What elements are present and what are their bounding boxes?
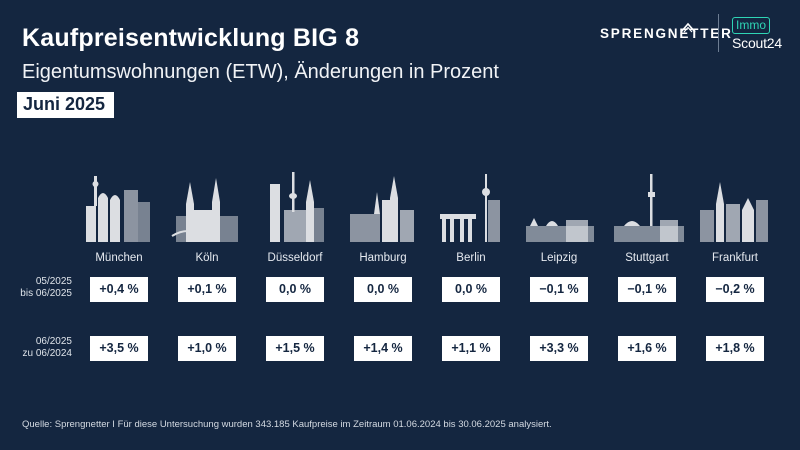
frankfurt-skyline-icon	[700, 182, 768, 242]
sprengnetter-mark-icon	[680, 22, 696, 33]
value-monthly-muenchen: +0,4 %	[90, 277, 148, 302]
immoscout24-logo: Immo Scout24	[732, 16, 782, 51]
value-yearly-frankfurt: +1,8 %	[706, 336, 764, 361]
date-badge: Juni 2025	[17, 92, 115, 118]
row-label-monthly-line1: 05/2025	[35, 276, 72, 287]
source-footnote: Quelle: Sprengnetter I Für diese Untersu…	[22, 419, 552, 430]
value-monthly-leipzig: −0,1 %	[530, 277, 588, 302]
berlin-skyline-icon	[440, 174, 500, 242]
city-label-stuttgart: Stuttgart	[625, 252, 669, 264]
value-monthly-hamburg: 0,0 %	[354, 277, 412, 302]
value-yearly-berlin: +1,1 %	[442, 336, 500, 361]
munich-skyline-icon	[86, 176, 150, 242]
value-monthly-duesseldorf: 0,0 %	[266, 277, 324, 302]
value-monthly-berlin: 0,0 %	[442, 277, 500, 302]
value-yearly-leipzig: +3,3 %	[530, 336, 588, 361]
value-monthly-stuttgart: −0,1 %	[618, 277, 676, 302]
city-label-hamburg: Hamburg	[359, 252, 407, 264]
leipzig-skyline-icon	[526, 218, 594, 242]
sprengnetter-logo: SPRENGNETTER	[600, 26, 733, 41]
row-label-monthly: 05/2025 bis 06/2025	[14, 276, 72, 300]
city-label-koeln: Köln	[195, 252, 219, 264]
logo-divider	[718, 14, 719, 52]
hamburg-skyline-icon	[350, 176, 414, 242]
value-yearly-muenchen: +3,5 %	[90, 336, 148, 361]
value-monthly-frankfurt: −0,2 %	[706, 277, 764, 302]
city-label-frankfurt: Frankfurt	[711, 252, 758, 264]
value-yearly-stuttgart: +1,6 %	[618, 336, 676, 361]
city-label-berlin: Berlin	[456, 252, 486, 264]
row-label-yearly-line2: zu 06/2024	[22, 348, 73, 359]
value-yearly-duesseldorf: +1,5 %	[266, 336, 324, 361]
page-subtitle: Eigentumswohnungen (ETW), Änderungen in …	[22, 61, 499, 83]
city-label-leipzig: Leipzig	[540, 252, 578, 264]
value-monthly-koeln: +0,1 %	[178, 277, 236, 302]
stuttgart-skyline-icon	[614, 174, 684, 242]
value-yearly-koeln: +1,0 %	[178, 336, 236, 361]
row-label-yearly-line1: 06/2025	[35, 336, 72, 347]
immoscout-badge: Immo	[732, 17, 770, 34]
sprengnetter-wordmark: SPRENGNETTER	[600, 26, 733, 41]
city-label-duesseldorf: Düsseldorf	[267, 252, 323, 264]
city-label-muenchen: München	[95, 252, 143, 264]
row-label-yearly: 06/2025 zu 06/2024	[14, 336, 73, 360]
dusseldorf-skyline-icon	[270, 172, 324, 242]
cologne-skyline-icon	[171, 178, 238, 242]
immoscout-wordmark: Scout24	[732, 35, 782, 51]
row-label-monthly-line2: bis 06/2025	[20, 288, 72, 299]
page-title: Kaufpreisentwicklung BIG 8	[22, 24, 360, 52]
value-yearly-hamburg: +1,4 %	[354, 336, 412, 361]
